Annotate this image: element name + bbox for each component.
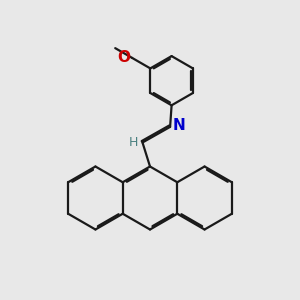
Text: O: O xyxy=(118,50,130,65)
Text: H: H xyxy=(129,136,138,149)
Text: N: N xyxy=(172,118,185,134)
